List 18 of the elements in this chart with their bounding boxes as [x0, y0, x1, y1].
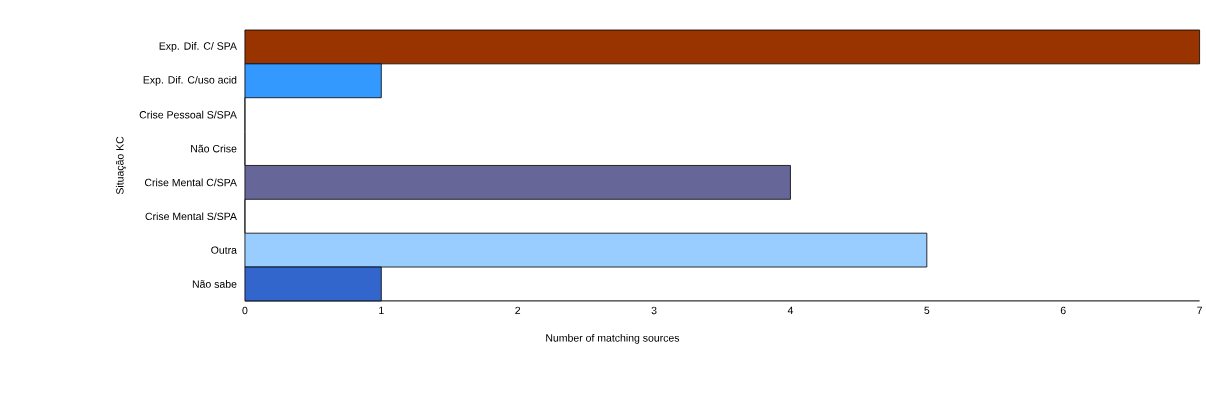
- y-tick-label: Não sabe: [192, 280, 237, 288]
- x-tick-label: 1: [379, 306, 384, 315]
- x-tick-label: 7: [1197, 306, 1202, 315]
- x-tick-label: 4: [787, 306, 794, 315]
- x-tick-label: 5: [924, 306, 930, 315]
- y-axis-title: Situação KC: [115, 136, 126, 195]
- y-tick-label: Outra: [211, 246, 237, 254]
- x-tick-label: 2: [515, 306, 521, 315]
- x-axis-title: Number of matching sources: [546, 334, 680, 344]
- y-tick-label: Exp. Dif. C/uso acid: [143, 75, 237, 86]
- y-tick-label: Crise Pessoal S/SPA: [139, 110, 237, 119]
- y-tick-label: Crise Mental C/SPA: [144, 178, 237, 187]
- x-tick-label: 0: [242, 306, 248, 315]
- y-tick-label: Crise Mental S/SPA: [145, 212, 237, 221]
- y-tick-label: Exp. Dif. C/ SPA: [159, 42, 237, 52]
- x-tick-label: 3: [651, 306, 657, 315]
- y-tick-label: Não Crise: [191, 144, 237, 153]
- x-tick-label: 6: [1060, 306, 1066, 315]
